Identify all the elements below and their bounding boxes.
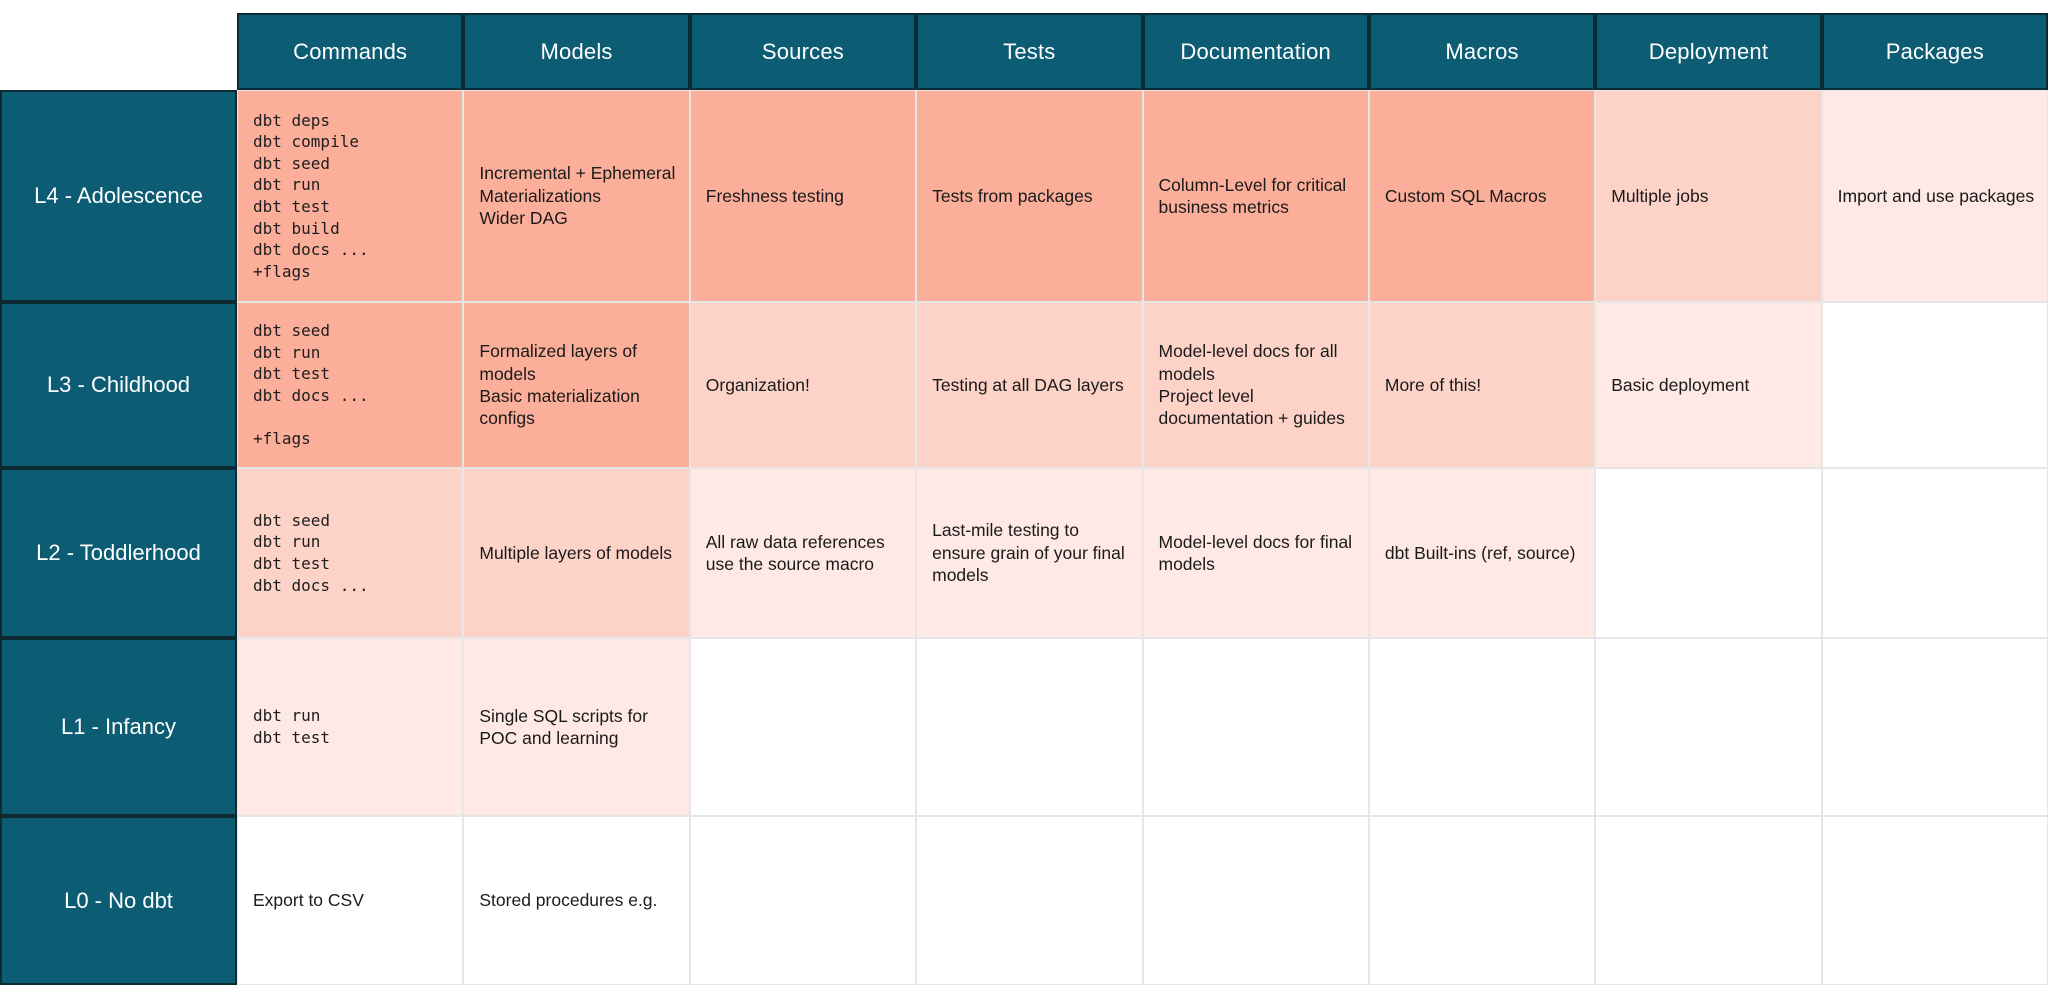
column-header-deployment: Deployment bbox=[1595, 13, 1822, 90]
cell-l1-documentation bbox=[1142, 638, 1369, 816]
cell-text: Last-mile testing to ensure grain of you… bbox=[932, 520, 1125, 586]
cell-text: Multiple layers of models bbox=[479, 542, 672, 563]
dbt-commands-code: dbt run dbt test bbox=[253, 706, 331, 747]
cell-l1-deployment bbox=[1595, 638, 1822, 816]
row-label-l0: L0 - No dbt bbox=[0, 816, 237, 985]
cell-text: Organization! bbox=[705, 374, 810, 395]
cell-l2-macros: dbt Built-ins (ref, source) bbox=[1368, 468, 1596, 638]
cell-text: Basic deployment bbox=[1611, 374, 1750, 395]
column-header-tests: Tests bbox=[916, 13, 1143, 90]
dbt-commands-code: dbt seed dbt run dbt test dbt docs ... +… bbox=[253, 321, 369, 449]
cell-l0-deployment bbox=[1595, 816, 1822, 985]
cell-l3-macros: More of this! bbox=[1368, 302, 1596, 468]
cell-text: All raw data references use the source m… bbox=[705, 531, 885, 574]
cell-l4-commands: dbt deps dbt compile dbt seed dbt run db… bbox=[237, 90, 464, 302]
row-label-text: L4 - Adolescence bbox=[34, 183, 203, 208]
cell-l1-packages bbox=[1821, 638, 2048, 816]
cell-l0-sources bbox=[689, 816, 917, 985]
column-header-commands: Commands bbox=[237, 13, 464, 90]
cell-l4-sources: Freshness testing bbox=[689, 90, 917, 302]
cell-text: Import and use packages bbox=[1837, 185, 2035, 206]
cell-text: dbt Built-ins (ref, source) bbox=[1384, 542, 1576, 563]
cell-l1-models: Single SQL scripts for POC and learning bbox=[463, 638, 690, 816]
cell-l2-tests: Last-mile testing to ensure grain of you… bbox=[916, 468, 1143, 638]
column-header-label: Deployment bbox=[1648, 38, 1769, 64]
column-header-sources: Sources bbox=[689, 13, 917, 90]
cell-l2-deployment bbox=[1595, 468, 1822, 638]
cell-l2-models: Multiple layers of models bbox=[463, 468, 690, 638]
cell-l0-tests bbox=[916, 816, 1143, 985]
column-header-label: Packages bbox=[1885, 38, 1984, 64]
cell-l2-sources: All raw data references use the source m… bbox=[689, 468, 917, 638]
cell-text: Model-level docs for final models bbox=[1158, 531, 1353, 574]
column-header-label: Commands bbox=[293, 38, 408, 64]
cell-l3-packages bbox=[1821, 302, 2048, 468]
cell-l0-models: Stored procedures e.g. bbox=[463, 816, 690, 985]
cell-l1-macros bbox=[1368, 638, 1596, 816]
cell-l3-commands: dbt seed dbt run dbt test dbt docs ... +… bbox=[237, 302, 464, 468]
cell-l3-deployment: Basic deployment bbox=[1595, 302, 1822, 468]
cell-l2-packages bbox=[1821, 468, 2048, 638]
cell-l4-macros: Custom SQL Macros bbox=[1368, 90, 1596, 302]
cell-text: Column-Level for critical business metri… bbox=[1158, 174, 1347, 217]
cell-l4-tests: Tests from packages bbox=[916, 90, 1143, 302]
row-label-l3: L3 - Childhood bbox=[0, 302, 237, 468]
column-header-label: Models bbox=[540, 38, 613, 64]
cell-l1-commands: dbt run dbt test bbox=[237, 638, 464, 816]
cell-l4-models: Incremental + Ephemeral Materializations… bbox=[463, 90, 690, 302]
cell-text: More of this! bbox=[1384, 374, 1482, 395]
row-label-l1: L1 - Infancy bbox=[0, 638, 237, 816]
maturity-table: Commands Models Sources Tests Documentation M… bbox=[0, 13, 2048, 985]
cell-text: Model-level docs for all models Project … bbox=[1158, 341, 1345, 429]
dbt-commands-code: dbt seed dbt run dbt test dbt docs ... bbox=[253, 510, 369, 595]
cell-text: Multiple jobs bbox=[1611, 185, 1709, 206]
dbt-commands-code: dbt deps dbt compile dbt seed dbt run db… bbox=[253, 110, 369, 281]
cell-l3-documentation: Model-level docs for all models Project … bbox=[1142, 302, 1369, 468]
cell-l0-packages bbox=[1821, 816, 2048, 985]
cell-text: Custom SQL Macros bbox=[1384, 185, 1547, 206]
column-header-macros: Macros bbox=[1368, 13, 1596, 90]
cell-l4-documentation: Column-Level for critical business metri… bbox=[1142, 90, 1369, 302]
cell-l2-documentation: Model-level docs for final models bbox=[1142, 468, 1369, 638]
column-header-label: Macros bbox=[1445, 38, 1519, 64]
cell-text: Tests from packages bbox=[932, 185, 1093, 206]
cell-l4-deployment: Multiple jobs bbox=[1595, 90, 1822, 302]
row-label-text: L0 - No dbt bbox=[64, 887, 173, 913]
cell-l3-tests: Testing at all DAG layers bbox=[916, 302, 1143, 468]
cell-text: Export to CSV bbox=[253, 890, 364, 911]
column-header-label: Sources bbox=[761, 38, 844, 64]
cell-l0-documentation bbox=[1142, 816, 1369, 985]
cell-text: Incremental + Ephemeral Materializations… bbox=[479, 163, 676, 229]
cell-l0-commands: Export to CSV bbox=[237, 816, 464, 985]
cell-l4-packages: Import and use packages bbox=[1821, 90, 2048, 302]
cell-l0-macros bbox=[1368, 816, 1596, 985]
row-label-text: L2 - Toddlerhood bbox=[36, 540, 201, 565]
cell-text: Single SQL scripts for POC and learning bbox=[479, 705, 648, 748]
row-label-text: L1 - Infancy bbox=[61, 714, 176, 739]
cell-text: Testing at all DAG layers bbox=[932, 374, 1124, 395]
row-label-l4: L4 - Adolescence bbox=[0, 90, 237, 302]
row-label-l2: L2 - Toddlerhood bbox=[0, 468, 237, 638]
cell-l3-models: Formalized layers of models Basic materi… bbox=[463, 302, 690, 468]
cell-l1-sources bbox=[689, 638, 917, 816]
cell-text: Stored procedures e.g. bbox=[479, 890, 658, 911]
column-header-packages: Packages bbox=[1821, 13, 2048, 90]
cell-l1-tests bbox=[916, 638, 1143, 816]
row-label-text: L3 - Childhood bbox=[46, 372, 191, 397]
cell-text: Freshness testing bbox=[705, 185, 844, 206]
cell-l3-sources: Organization! bbox=[689, 302, 917, 468]
cell-text: Formalized layers of models Basic materi… bbox=[479, 341, 640, 429]
column-header-models: Models bbox=[463, 13, 690, 90]
column-header-documentation: Documentation bbox=[1142, 13, 1369, 90]
column-header-label: Documentation bbox=[1180, 38, 1331, 64]
corner-spacer bbox=[0, 13, 237, 90]
column-header-label: Tests bbox=[1003, 38, 1056, 64]
cell-l2-commands: dbt seed dbt run dbt test dbt docs ... bbox=[237, 468, 464, 638]
